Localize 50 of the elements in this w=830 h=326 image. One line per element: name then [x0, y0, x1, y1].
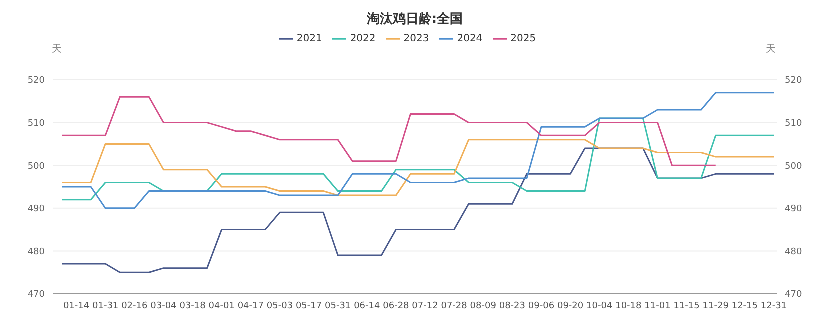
x-tick-label: 08-09: [470, 301, 497, 312]
y2-tick-label: 500: [785, 162, 802, 172]
x-tick-label: 08-23: [499, 301, 526, 312]
x-tick-label: 04-17: [238, 301, 264, 312]
x-tick-label: 11-01: [644, 301, 671, 312]
y-tick-label: 500: [28, 162, 46, 172]
x-tick-label: 01-14: [63, 301, 90, 312]
x-tick-label: 05-17: [296, 301, 322, 312]
x-tick-label: 10-18: [616, 301, 642, 312]
line-series: [61, 148, 775, 274]
y2-axis-title: 天: [766, 43, 776, 56]
x-tick-label: 04-01: [208, 301, 235, 312]
y-tick-label: 490: [28, 204, 46, 215]
x-tick-label: 05-03: [266, 301, 294, 312]
y2-tick-label: 480: [785, 247, 802, 258]
y2-tick-label: 510: [785, 118, 802, 129]
x-tick-label: 09-06: [528, 301, 555, 312]
y2-tick-label: 490: [785, 204, 802, 215]
y-tick-label: 480: [28, 247, 46, 258]
y-axis-title: 天: [52, 43, 62, 56]
legend-label: 2025: [510, 34, 536, 45]
x-tick-label: 11-29: [702, 301, 730, 312]
y-tick-label: 520: [28, 76, 46, 86]
legend-label: 2022: [350, 34, 376, 45]
x-tick-label: 09-20: [557, 301, 584, 312]
legend-label: 2023: [404, 34, 430, 45]
line-series: [61, 92, 775, 210]
legend-label: 2024: [457, 34, 483, 45]
x-tick-label: 01-31: [92, 301, 119, 312]
legend-label: 2021: [296, 34, 322, 45]
y2-tick-label: 470: [785, 290, 802, 300]
y2-tick-label: 520: [785, 76, 802, 86]
x-tick-label: 06-14: [354, 301, 380, 312]
y-tick-label: 510: [28, 118, 46, 129]
x-tick-label: 06-28: [383, 301, 410, 312]
x-tick-label: 11-15: [674, 301, 700, 312]
line-series: [61, 139, 775, 196]
chart-title: 淘汰鸡日龄:全国: [366, 11, 464, 28]
x-tick-label: 03-18: [180, 301, 206, 312]
x-tick-label: 07-12: [412, 301, 438, 312]
x-tick-label: 03-04: [150, 301, 178, 312]
x-tick-label: 07-28: [441, 301, 468, 312]
x-tick-label: 02-16: [122, 301, 148, 312]
y-tick-label: 470: [28, 290, 46, 300]
x-tick-label: 12-15: [732, 301, 758, 312]
x-tick-label: 05-31: [325, 301, 352, 312]
x-tick-label: 10-04: [586, 301, 613, 312]
x-tick-label: 12-31: [760, 301, 788, 312]
line-series: [61, 96, 717, 166]
line-series: [61, 118, 775, 201]
